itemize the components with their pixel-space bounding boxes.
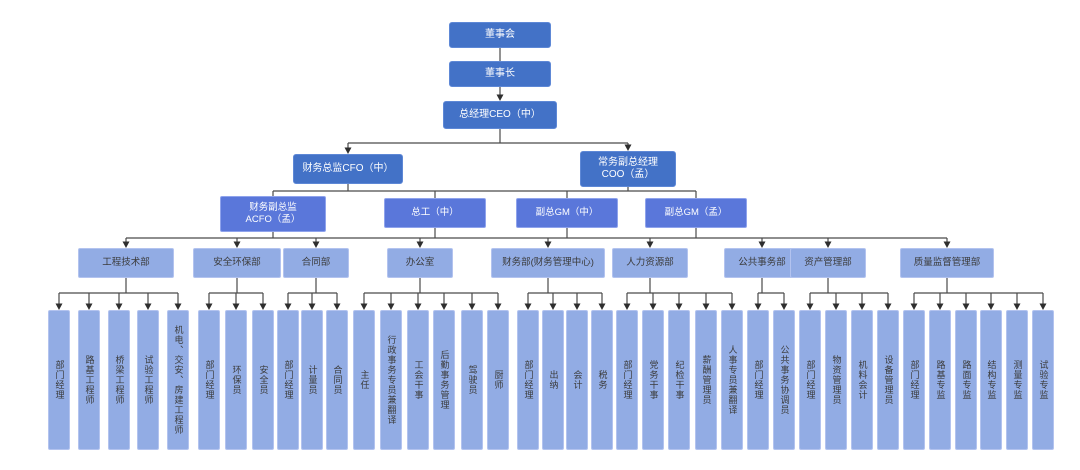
role-node-3-0[interactable]: 主任 [353,310,375,450]
role-node-2-2[interactable]: 合同员 [326,310,348,450]
dept-node-3[interactable]: 办公室 [387,248,453,278]
role-node-1-2[interactable]: 安全员 [252,310,274,450]
role-node-4-1[interactable]: 出纳 [542,310,564,450]
role-node-8-3[interactable]: 结构专监 [980,310,1002,450]
role-node-1-0[interactable]: 部门经理 [198,310,220,450]
role-node-3-3[interactable]: 后勤事务管理 [433,310,455,450]
dept-node-2[interactable]: 合同部 [283,248,349,278]
role-node-7-1[interactable]: 物资管理员 [825,310,847,450]
dept-node-6[interactable]: 公共事务部 [724,248,800,278]
role-node-4-2[interactable]: 会计 [566,310,588,450]
dept-node-8[interactable]: 质量监督管理部 [900,248,994,278]
role-node-8-4[interactable]: 测量专监 [1006,310,1028,450]
node-cfo[interactable]: 财务总监CFO（中） [293,154,403,184]
role-node-7-2[interactable]: 机料会计 [851,310,873,450]
dept-node-5[interactable]: 人力资源部 [612,248,688,278]
role-node-5-1[interactable]: 党务干事 [642,310,664,450]
role-node-3-2[interactable]: 工会干事 [407,310,429,450]
node-deputy-gm-1[interactable]: 副总GM（中） [516,198,618,228]
role-node-4-3[interactable]: 税务 [591,310,613,450]
role-node-8-2[interactable]: 路面专监 [955,310,977,450]
role-node-7-0[interactable]: 部门经理 [799,310,821,450]
role-node-6-1[interactable]: 公共事务协调员 [773,310,795,450]
node-coo[interactable]: 常务副总经理 COO（孟） [580,151,676,187]
role-node-6-0[interactable]: 部门经理 [747,310,769,450]
role-node-3-5[interactable]: 厨师 [487,310,509,450]
node-board[interactable]: 董事会 [449,22,551,48]
dept-node-0[interactable]: 工程技术部 [78,248,174,278]
role-node-0-1[interactable]: 路基工程师 [78,310,100,450]
dept-node-4[interactable]: 财务部(财务管理中心) [491,248,605,278]
role-node-0-0[interactable]: 部门经理 [48,310,70,450]
role-node-0-3[interactable]: 试验工程师 [137,310,159,450]
role-node-2-1[interactable]: 计量员 [301,310,323,450]
node-deputy-gm-2[interactable]: 副总GM（孟） [645,198,747,228]
role-node-3-4[interactable]: 驾驶员 [461,310,483,450]
role-node-8-1[interactable]: 路基专监 [929,310,951,450]
dept-node-1[interactable]: 安全环保部 [193,248,281,278]
role-node-5-3[interactable]: 薪酬管理员 [695,310,717,450]
node-chief-engineer[interactable]: 总工（中） [384,198,486,228]
role-node-0-2[interactable]: 桥梁工程师 [108,310,130,450]
role-node-4-0[interactable]: 部门经理 [517,310,539,450]
role-node-1-1[interactable]: 环保员 [225,310,247,450]
role-node-8-5[interactable]: 试验专监 [1032,310,1054,450]
role-node-5-2[interactable]: 纪检干事 [668,310,690,450]
role-node-5-4[interactable]: 人事专员兼翻译 [721,310,743,450]
role-node-2-0[interactable]: 部门经理 [277,310,299,450]
role-node-0-4[interactable]: 机电、交安、房建工程师 [167,310,189,450]
node-acfo[interactable]: 财务副总监 ACFO（孟） [220,196,326,232]
role-node-7-3[interactable]: 设备管理员 [877,310,899,450]
role-node-3-1[interactable]: 行政事务专员兼翻译 [380,310,402,450]
role-node-5-0[interactable]: 部门经理 [616,310,638,450]
dept-node-7[interactable]: 资产管理部 [790,248,866,278]
role-node-8-0[interactable]: 部门经理 [903,310,925,450]
node-chairman[interactable]: 董事长 [449,61,551,87]
node-ceo[interactable]: 总经理CEO（中） [443,101,557,129]
